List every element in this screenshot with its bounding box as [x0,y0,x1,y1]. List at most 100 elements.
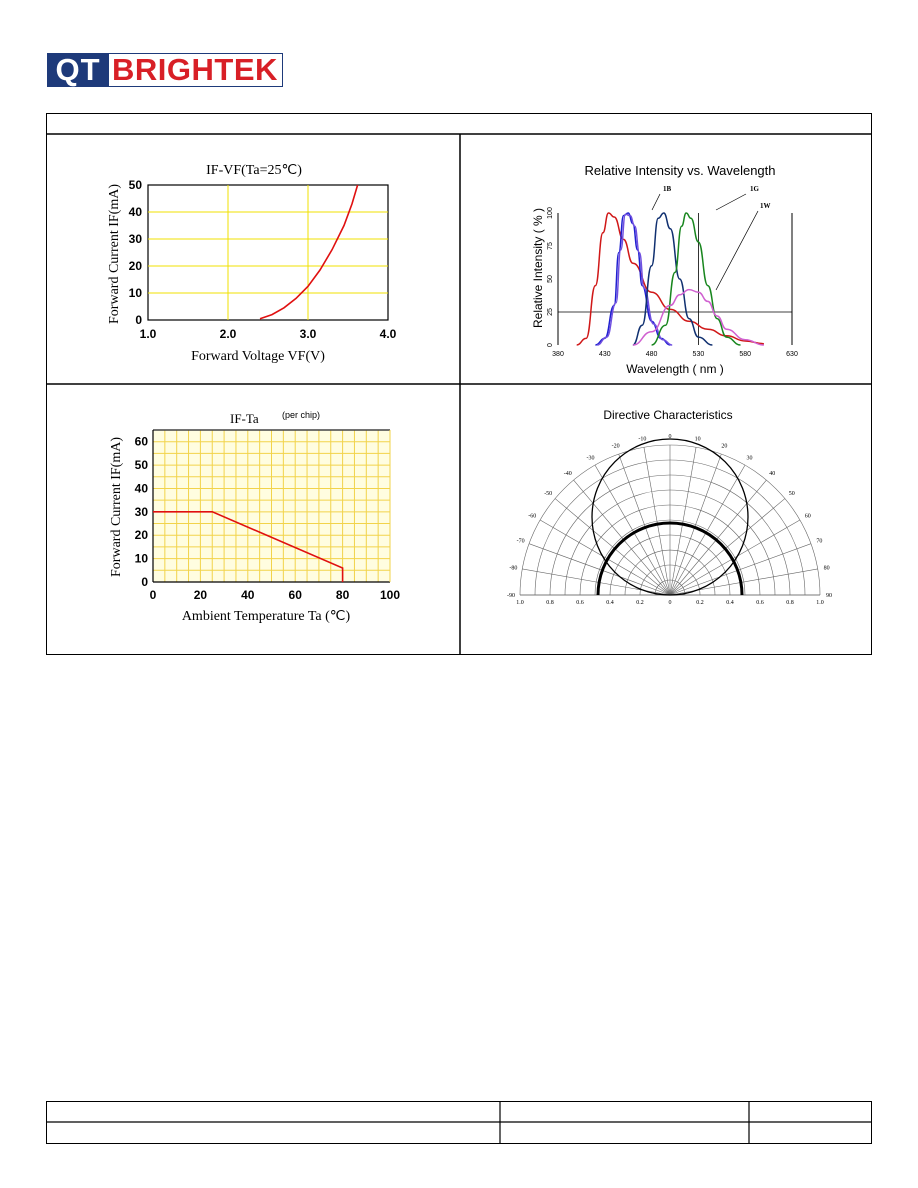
directive-angle-label: -90 [507,593,515,599]
spectrum-ytick: 0 [547,343,554,347]
directive-spoke [669,464,746,596]
ifvf-ytick: 0 [135,313,142,327]
directive-chart: 0 10 20 30 40 50 60 70 80 90 -10 -20 -30 -40 -50 -60 -70… [500,402,840,612]
ifvf-series [259,184,359,320]
ifvf-ylabel: Forward Current IF(mA) [107,184,122,324]
spectrum-label-1g: 1G [750,185,760,193]
directive-radial-tick: 0.8 [786,600,794,606]
ifvf-xtick: 1.0 [140,327,157,341]
spectrum-title: Relative Intensity vs. Wavelength [585,163,776,178]
directive-spoke [669,543,812,596]
footer-lines [46,1101,872,1144]
ifvf-xtick: 4.0 [380,327,397,341]
directive-angle-label: -70 [517,539,525,545]
directive-radial-tick: 0.2 [696,600,704,606]
spectrum-series-line [597,213,673,346]
directive-spoke [539,519,671,596]
directive-spoke [554,498,671,596]
ifta-ylabel: Forward Current IF(mA) [109,437,124,577]
ifta-ytick: 10 [135,552,149,566]
spectrum-ytick: 25 [547,308,554,316]
directive-svg: 0 10 20 30 40 50 60 70 80 90 -10 -20 -30 -40 -50 -60 -70… [507,408,832,606]
directive-angle-label: 20 [721,444,727,450]
ifta-ytick: 60 [135,435,149,449]
ifvf-ytick: 40 [129,205,143,219]
directive-angle-label: -50 [544,491,552,497]
spectrum-ytick: 75 [547,242,554,250]
ifvf-ytick: 20 [129,259,143,273]
spectrum-xtick: 580 [739,351,751,358]
ifta-ytick: 40 [135,481,149,495]
directive-radial-tick: 0.4 [606,600,614,606]
ifvf-ytick: 50 [129,178,143,192]
spectrum-label-1w: 1W [760,202,771,210]
ifvf-xtick: 3.0 [300,327,317,341]
directive-angle-label: 80 [824,565,830,571]
spectrum-xlabel: Wavelength ( nm ) [626,362,724,376]
spectrum-grid [557,213,793,345]
directive-radial-tick: 0.2 [636,600,644,606]
spectrum-series-line [632,288,764,346]
ifvf-chart: 1.0 2.0 3.0 4.0 0 10 20 30 40 50 IF-VF(Ta=25℃) Fo… [90,150,420,370]
directive-angle-label: -10 [638,436,646,442]
directive-angle-label: 70 [816,539,822,545]
spectrum-chart: 380 430 480 530 580 630 0 25 50 75 100 Relative In… [520,158,810,380]
spectrum-ytick: 50 [547,275,554,283]
spectrum-series [576,212,764,346]
directive-series [591,438,749,596]
ifta-series [153,511,344,582]
ifta-xtick: 0 [150,588,157,602]
ifta-series-line [153,511,344,582]
ifta-xtick: 60 [289,588,303,602]
directive-radial-tick: 0.8 [546,600,554,606]
directive-angle-label: -80 [509,565,517,571]
spectrum-ylabel: Relative Intensity ( % ) [531,208,545,328]
directive-radial-tick: 0.4 [726,600,734,606]
directive-title: Directive Characteristics [603,408,732,422]
logo-brightek: BRIGHTEK [109,53,283,87]
spectrum-ytick: 100 [547,207,554,219]
directive-spoke [669,479,767,596]
spectrum-series-line [576,212,764,346]
directive-radial-tick: 0.6 [576,600,584,606]
spectrum-series-line [651,212,741,346]
directive-spoke [528,543,671,596]
directive-spoke [618,453,671,596]
spectrum-label-1b: 1B [663,185,672,193]
ifta-grid [152,429,391,583]
ifvf-xtick: 2.0 [220,327,237,341]
ifta-ytick: 50 [135,458,149,472]
ifvf-grid [147,184,389,321]
directive-angle-label: 40 [769,471,775,477]
spectrum-xtick: 380 [552,351,564,358]
directive-angle-label: 50 [789,491,795,497]
ifta-xtick: 80 [336,588,350,602]
spectrum-xtick: 630 [786,351,798,358]
directive-spoke [669,498,786,596]
directive-radial-tick: 1.0 [816,600,824,606]
ifvf-ticks: 1.0 2.0 3.0 4.0 0 10 20 30 40 50 [129,178,397,341]
ifta-svg: 0 20 40 60 80 100 0 10 20 30 40 50 60 IF-Ta (per chi… [109,410,400,624]
spectrum-ticks: 380 430 480 530 580 630 0 25 50 75 100 [547,207,798,358]
spectrum-xtick: 530 [693,351,705,358]
directive-spoke [573,479,671,596]
ifvf-xlabel: Forward Voltage VF(V) [191,349,325,364]
spectrum-series-line [632,212,713,346]
ifta-xtick: 40 [241,588,255,602]
ifta-ytick: 30 [135,505,149,519]
directive-grid [519,444,821,596]
directive-spoke [669,447,697,596]
charts-frame [46,113,872,655]
ifvf-ytick: 30 [129,232,143,246]
ifta-chart: 0 20 40 60 80 100 0 10 20 30 40 50 60 IF-Ta (per chi… [90,405,420,627]
ifta-ytick: 0 [141,575,148,589]
ifvf-series-line [259,184,359,320]
directive-spoke [643,447,671,596]
directive-spoke [594,464,671,596]
directive-angle-label: 30 [747,455,753,461]
ifta-title: IF-Ta [230,411,259,426]
spectrum-xtick: 430 [599,351,611,358]
directive-angle-label: -20 [612,444,620,450]
ifta-subtitle: (per chip) [282,410,320,420]
directive-lobe [591,438,749,596]
